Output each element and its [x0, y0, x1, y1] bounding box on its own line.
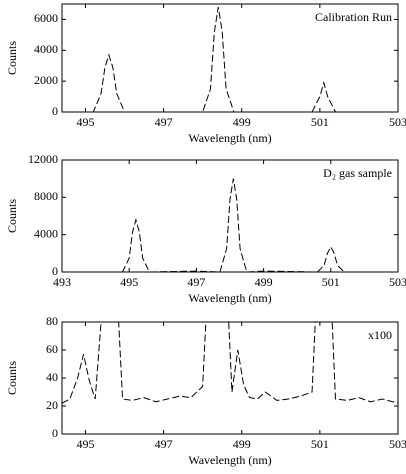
data-line	[62, 178, 398, 272]
annotation: D₂ gas sample	[323, 166, 392, 180]
annotation: x100	[368, 328, 392, 342]
y-tick-label: 4000	[34, 42, 58, 56]
x-tick-label: 495	[120, 275, 138, 289]
y-axis-label: Counts	[5, 199, 19, 233]
x-tick-label: 503	[389, 275, 406, 289]
x-tick-label: 497	[187, 275, 205, 289]
y-tick-label: 0	[52, 104, 58, 118]
y-tick-label: 20	[46, 398, 58, 412]
x-tick-label: 495	[76, 437, 94, 451]
plot-area	[62, 7, 398, 112]
y-tick-label: 0	[52, 426, 58, 440]
y-tick-label: 6000	[34, 11, 58, 25]
x-tick-label: 503	[389, 437, 406, 451]
x-tick-label: 497	[155, 437, 173, 451]
plot-area	[62, 178, 398, 272]
x-tick-label: 495	[76, 115, 94, 129]
annotation: Calibration Run	[315, 10, 392, 24]
x-tick-label: 501	[322, 275, 340, 289]
data-line	[62, 7, 398, 112]
x-tick-label: 499	[255, 275, 273, 289]
y-tick-label: 40	[46, 370, 58, 384]
axes-frame	[61, 321, 399, 435]
y-tick-label: 80	[46, 314, 58, 328]
axes-frame	[61, 3, 399, 113]
x-tick-label: 493	[53, 275, 71, 289]
y-axis-label: Counts	[5, 361, 19, 395]
x-axis-label: Wavelength (nm)	[188, 453, 271, 467]
y-tick-label: 2000	[34, 73, 58, 87]
y-tick-label: 60	[46, 342, 58, 356]
y-tick-label: 0	[52, 264, 58, 278]
x-axis-label: Wavelength (nm)	[188, 291, 271, 305]
axes-frame	[61, 159, 399, 273]
y-tick-label: 4000	[34, 226, 58, 240]
x-tick-label: 501	[311, 437, 329, 451]
x-tick-label: 497	[155, 115, 173, 129]
x-tick-label: 499	[233, 437, 251, 451]
x-tick-label: 499	[233, 115, 251, 129]
y-tick-label: 12000	[28, 152, 58, 166]
x-tick-label: 501	[311, 115, 329, 129]
x-axis-label: Wavelength (nm)	[188, 131, 271, 145]
y-axis-label: Counts	[5, 41, 19, 75]
x-tick-label: 503	[389, 115, 406, 129]
y-tick-label: 8000	[34, 189, 58, 203]
